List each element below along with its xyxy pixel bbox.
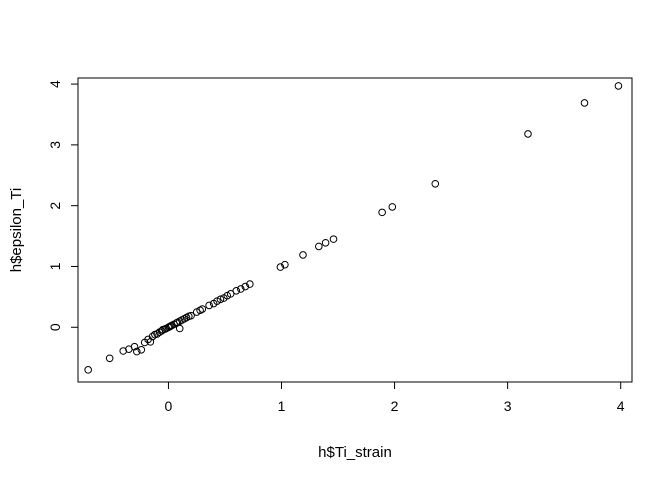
x-tick-label: 4 [617, 398, 625, 414]
y-axis-title: h$epsilon_Ti [8, 188, 25, 273]
data-point [378, 208, 386, 217]
data-point [187, 311, 195, 320]
data-point [321, 238, 330, 247]
data-point [580, 99, 589, 107]
data-point [105, 354, 114, 363]
data-point [226, 290, 235, 298]
data-point [388, 203, 397, 211]
data-point [299, 251, 307, 259]
data-point [148, 332, 157, 341]
data-point [137, 345, 146, 354]
data-point [205, 301, 213, 310]
plot-frame [77, 77, 633, 383]
data-point [175, 324, 184, 333]
y-tick-label: 0 [47, 323, 63, 331]
x-axis: 0 1 2 3 4 [165, 381, 625, 414]
data-point [84, 366, 92, 374]
data-point [216, 295, 225, 304]
y-tick-label: 1 [47, 262, 63, 270]
data-point [431, 179, 440, 188]
x-tick-label: 2 [391, 398, 399, 414]
y-tick-label: 2 [47, 202, 63, 210]
x-axis-title: h$Ti_strain [318, 444, 392, 461]
data-point [198, 305, 207, 313]
data-point [232, 287, 241, 295]
data-point [130, 342, 139, 351]
data-point [237, 285, 245, 293]
x-tick-label: 1 [278, 398, 286, 414]
y-tick-label: 4 [47, 80, 63, 88]
data-point [132, 347, 141, 356]
y-axis: 0 1 2 3 4 [47, 80, 79, 331]
data-points [84, 82, 623, 374]
data-point [329, 235, 338, 243]
data-point [524, 130, 532, 138]
x-tick-label: 3 [504, 398, 512, 414]
data-point [241, 282, 250, 291]
data-point [276, 263, 285, 271]
y-tick-label: 3 [47, 141, 63, 149]
x-tick-label: 0 [165, 398, 173, 414]
data-point [614, 82, 623, 90]
data-point [315, 242, 323, 251]
data-point [246, 280, 254, 288]
data-point [281, 260, 289, 269]
